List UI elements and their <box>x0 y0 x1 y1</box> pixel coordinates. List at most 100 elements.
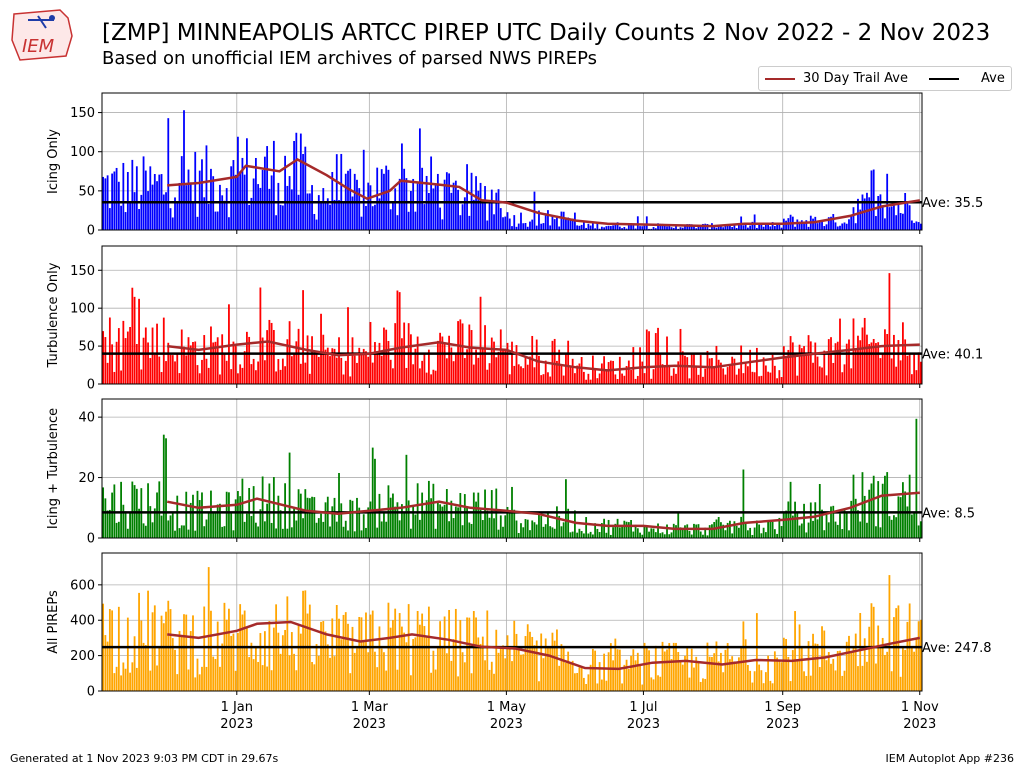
data-bar <box>841 223 844 230</box>
data-bar <box>654 532 657 538</box>
data-bar <box>560 365 563 384</box>
data-bar <box>452 518 455 538</box>
data-bar <box>356 362 358 384</box>
data-bar <box>412 178 415 230</box>
data-bar <box>324 202 327 230</box>
data-bar <box>848 635 850 691</box>
data-bar <box>248 657 251 691</box>
data-bar <box>331 506 334 538</box>
data-bar <box>744 523 747 538</box>
data-bar <box>569 532 572 538</box>
data-bar <box>679 661 682 691</box>
data-bar <box>165 361 167 384</box>
data-bar <box>702 678 704 691</box>
data-bar <box>308 498 311 538</box>
data-bar <box>297 624 300 691</box>
data-bar <box>423 626 426 691</box>
data-bar <box>780 526 783 538</box>
data-bar <box>131 287 134 384</box>
trail-average-line <box>167 158 921 228</box>
data-bar <box>232 633 235 691</box>
data-bar <box>814 342 817 384</box>
data-bar <box>183 525 185 538</box>
data-bar <box>383 652 385 691</box>
data-bar <box>115 341 118 384</box>
data-bar <box>612 360 614 384</box>
data-bar <box>162 194 165 230</box>
data-bar <box>605 369 608 384</box>
data-bar <box>800 348 803 384</box>
data-bar <box>111 344 114 384</box>
data-bar <box>479 296 482 384</box>
data-bar <box>904 339 907 384</box>
data-bar <box>299 633 302 691</box>
data-bar <box>234 670 237 691</box>
data-bar <box>470 330 473 384</box>
data-bar <box>751 682 754 691</box>
data-bar <box>591 534 594 538</box>
data-bar <box>630 369 632 384</box>
data-bar <box>290 527 293 538</box>
data-bar <box>870 483 873 538</box>
y-axis-label: All PIREPs <box>46 590 61 654</box>
data-bar <box>794 354 796 384</box>
data-bar <box>481 203 484 230</box>
data-bar <box>434 528 437 538</box>
data-bar <box>769 680 772 691</box>
data-bar <box>627 360 630 384</box>
data-bar <box>405 178 408 230</box>
data-bar <box>614 374 617 384</box>
data-bar <box>780 662 783 691</box>
data-bar <box>414 514 417 538</box>
data-bar <box>533 367 536 384</box>
data-bar <box>517 223 520 230</box>
data-bar <box>695 228 698 230</box>
data-bar <box>803 671 805 691</box>
data-bar <box>176 201 179 230</box>
data-bar <box>868 344 871 384</box>
data-bar <box>769 226 772 230</box>
data-bar <box>755 520 758 538</box>
data-bar <box>358 616 361 691</box>
data-bar <box>538 355 540 384</box>
data-bar <box>313 213 316 230</box>
data-bar <box>367 356 370 384</box>
data-bar <box>686 357 689 384</box>
data-bar <box>659 676 662 691</box>
data-bar <box>895 517 898 538</box>
data-bar <box>104 337 107 384</box>
data-bar <box>158 481 161 538</box>
data-bar <box>167 342 170 384</box>
data-bar <box>868 489 871 538</box>
data-bar <box>174 530 176 538</box>
data-bar <box>425 500 428 538</box>
data-bar <box>706 535 709 538</box>
data-bar <box>641 226 644 230</box>
data-bar <box>574 373 576 384</box>
data-bar <box>463 662 466 691</box>
data-bar <box>650 677 653 691</box>
data-bar <box>454 180 457 230</box>
data-bar <box>133 296 136 384</box>
data-bar <box>129 512 131 538</box>
data-bar <box>281 635 284 691</box>
data-bar <box>805 532 808 538</box>
data-bar <box>614 638 617 691</box>
data-bar <box>495 629 498 691</box>
data-bar <box>881 483 884 538</box>
data-bar <box>558 349 561 384</box>
data-bar <box>254 157 257 230</box>
data-bar <box>203 197 206 230</box>
data-bar <box>189 345 192 384</box>
data-bar <box>286 339 289 384</box>
data-bar <box>744 639 747 691</box>
data-bar <box>785 638 787 691</box>
data-bar <box>502 349 504 384</box>
data-bar <box>863 317 866 384</box>
y-tick-label: 100 <box>70 145 95 160</box>
data-bar <box>106 641 109 691</box>
x-tick-year-label: 2023 <box>903 717 936 732</box>
data-bar <box>598 532 601 538</box>
data-bar <box>430 374 433 384</box>
data-bar <box>201 359 203 384</box>
